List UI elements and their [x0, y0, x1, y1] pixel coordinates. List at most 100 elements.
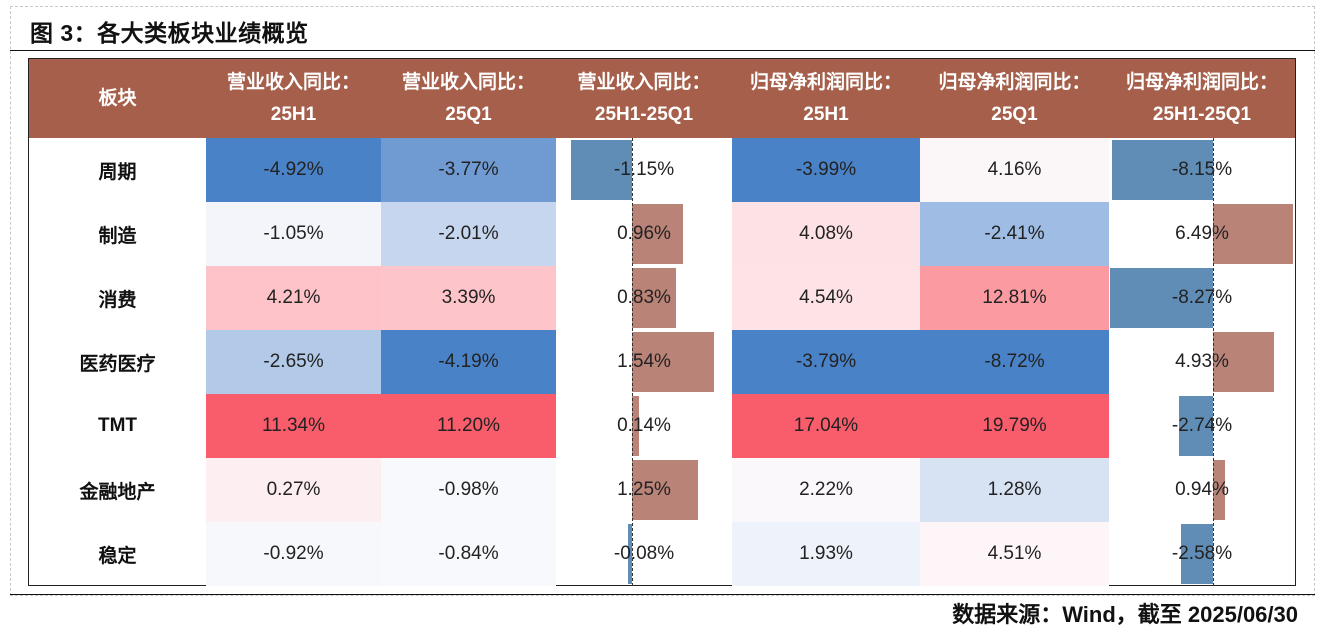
positive-bar	[632, 332, 714, 392]
header-label-line1: 营业收入同比：	[577, 71, 711, 93]
negative-bar	[571, 140, 632, 200]
bar-cell: -0.08%	[556, 522, 732, 586]
header-col-3: 营业收入同比： 25H1-25Q1	[556, 59, 732, 138]
bar-value-label: 0.94%	[1175, 479, 1229, 500]
positive-bar	[632, 204, 683, 264]
header-label-line1: 板块	[98, 87, 137, 109]
bar-value-label: -2.58%	[1171, 543, 1233, 564]
negative-bar	[1179, 396, 1213, 456]
value-cell: -2.65%	[206, 330, 381, 394]
value-cell: 2.22%	[732, 458, 920, 522]
header-label-line2: 25H1-25Q1	[594, 103, 694, 125]
bar-cell: 1.54%	[556, 330, 732, 394]
bar-cell: 1.25%	[556, 458, 732, 522]
header-label-line2: 25H1	[270, 103, 317, 125]
value-cell: 3.39%	[381, 266, 556, 330]
value-cell: -2.01%	[381, 202, 556, 266]
top-rule	[10, 50, 1315, 51]
value-cell: 4.54%	[732, 266, 920, 330]
positive-bar	[1213, 204, 1294, 264]
value-cell: -2.41%	[920, 202, 1109, 266]
value-cell: 17.04%	[732, 394, 920, 458]
header-col-1: 营业收入同比： 25H1	[206, 59, 381, 138]
row-label: 金融地产	[79, 481, 156, 503]
value-cell: -4.19%	[381, 330, 556, 394]
bar-cell: -8.15%	[1109, 138, 1295, 202]
row-label: TMT	[97, 415, 138, 436]
value-cell: -0.92%	[206, 522, 381, 586]
row-label: 消费	[98, 289, 137, 311]
bottom-rule	[10, 594, 1315, 595]
row-label: 医药医疗	[79, 353, 156, 375]
bar-value-label: -8.15%	[1171, 159, 1233, 180]
bar-value-label: 1.54%	[617, 351, 671, 372]
source-note: 数据来源：Wind，截至 2025/06/30	[952, 602, 1298, 627]
value-cell: 19.79%	[920, 394, 1109, 458]
row-label: 周期	[98, 161, 137, 183]
zero-axis-line	[632, 138, 633, 586]
value-cell: 4.21%	[206, 266, 381, 330]
value-cell: 4.08%	[732, 202, 920, 266]
bar-value-label: 0.96%	[617, 223, 671, 244]
bar-cell: 0.83%	[556, 266, 732, 330]
value-cell: 11.20%	[381, 394, 556, 458]
bar-value-label: 1.25%	[617, 479, 671, 500]
header-col-6: 归母净利润同比： 25H1-25Q1	[1109, 59, 1295, 138]
value-cell: 1.93%	[732, 522, 920, 586]
header-col-5: 归母净利润同比： 25Q1	[920, 59, 1109, 138]
header-label-line2: 25Q1	[991, 103, 1038, 125]
header-label-line2: 25H1	[803, 103, 849, 125]
figure-title: 图 3：各大类板块业绩概览	[30, 20, 309, 46]
negative-bar	[627, 524, 632, 584]
header-label-line1: 归母净利润同比：	[749, 71, 902, 93]
value-cell: -3.99%	[732, 138, 920, 202]
bar-cell: 0.96%	[556, 202, 732, 266]
figure-frame	[10, 6, 1315, 596]
positive-bar	[632, 460, 699, 520]
value-cell: -1.05%	[206, 202, 381, 266]
bar-cell: 6.49%	[1109, 202, 1295, 266]
header-label-line1: 营业收入同比：	[226, 71, 360, 93]
value-cell: 0.27%	[206, 458, 381, 522]
zero-axis-line	[1213, 138, 1214, 586]
bar-value-label: -2.74%	[1171, 415, 1233, 436]
bar-cell: 0.94%	[1109, 458, 1295, 522]
table-header: 板块 营业收入同比： 25H1 营业收入同比： 25Q1 营业收入同比： 25H1-25Q1…	[29, 59, 1295, 138]
bar-value-label: 0.83%	[617, 287, 671, 308]
value-cell: -3.77%	[381, 138, 556, 202]
header-col-4: 归母净利润同比： 25H1	[732, 59, 920, 138]
negative-bar	[1181, 524, 1213, 584]
header-label-line1: 营业收入同比：	[401, 71, 535, 93]
bar-value-label: 0.14%	[617, 415, 671, 436]
header-label-line1: 归母净利润同比：	[1125, 71, 1278, 93]
value-cell: -0.98%	[381, 458, 556, 522]
row-label: 稳定	[98, 545, 137, 567]
bar-cell: -1.15%	[556, 138, 732, 202]
value-cell: -0.84%	[381, 522, 556, 586]
bar-value-label: -8.27%	[1171, 287, 1233, 308]
value-cell: -8.72%	[920, 330, 1109, 394]
value-cell: 12.81%	[920, 266, 1109, 330]
positive-bar	[1213, 460, 1225, 520]
bar-value-label: 4.93%	[1175, 351, 1229, 372]
bar-value-label: -0.08%	[613, 543, 675, 564]
bar-cell: -2.74%	[1109, 394, 1295, 458]
positive-bar	[632, 396, 640, 456]
header-sector: 板块	[29, 59, 206, 138]
row-label: 制造	[98, 225, 137, 247]
bar-cell: -8.27%	[1109, 266, 1295, 330]
header-label-line2: 25H1-25Q1	[1152, 103, 1252, 125]
value-cell: 11.34%	[206, 394, 381, 458]
bar-value-label: -1.15%	[613, 159, 675, 180]
value-cell: 4.51%	[920, 522, 1109, 586]
header-col-2: 营业收入同比： 25Q1	[381, 59, 556, 138]
header-label-line1: 归母净利润同比：	[938, 71, 1091, 93]
bar-cell: 4.93%	[1109, 330, 1295, 394]
value-cell: 1.28%	[920, 458, 1109, 522]
positive-bar	[1213, 332, 1275, 392]
negative-bar	[1110, 268, 1213, 328]
value-cell: -4.92%	[206, 138, 381, 202]
bar-cell: -2.58%	[1109, 522, 1295, 586]
bar-value-label: 6.49%	[1175, 223, 1229, 244]
value-cell: 4.16%	[920, 138, 1109, 202]
